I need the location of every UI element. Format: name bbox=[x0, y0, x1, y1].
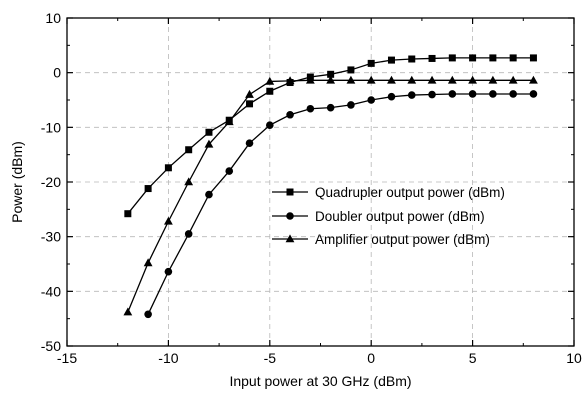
data-point bbox=[448, 90, 457, 98]
data-point bbox=[245, 89, 254, 98]
data-point bbox=[144, 185, 152, 193]
data-point bbox=[387, 75, 396, 84]
data-point bbox=[488, 75, 498, 84]
data-point bbox=[184, 230, 193, 238]
data-point bbox=[143, 258, 153, 267]
legend-entry: Amplifier output power (dBm) bbox=[272, 232, 490, 247]
data-point bbox=[164, 164, 172, 172]
legend-entry: Doubler output power (dBm) bbox=[272, 209, 485, 224]
data-point bbox=[204, 139, 214, 148]
series-circle bbox=[144, 90, 538, 319]
legend-marker bbox=[286, 188, 294, 196]
legend-marker bbox=[285, 234, 295, 243]
data-point bbox=[123, 307, 133, 316]
x-tick-label: 10 bbox=[566, 350, 582, 366]
data-point bbox=[407, 91, 416, 99]
data-point bbox=[509, 90, 517, 98]
data-point bbox=[286, 110, 294, 119]
data-point bbox=[144, 310, 152, 319]
x-tick-label: -10 bbox=[158, 350, 178, 366]
data-point bbox=[508, 75, 518, 84]
data-point bbox=[185, 146, 193, 154]
data-point bbox=[246, 100, 254, 108]
legend: Quadrupler output power (dBm) Doubler out… bbox=[272, 185, 505, 247]
data-point bbox=[366, 75, 376, 84]
data-point bbox=[184, 177, 194, 186]
legend-label: Amplifier output power (dBm) bbox=[315, 232, 490, 247]
data-point bbox=[428, 90, 436, 99]
data-point bbox=[468, 90, 477, 98]
legend-label: Doubler output power (dBm) bbox=[315, 209, 485, 224]
data-point bbox=[529, 75, 538, 84]
data-point bbox=[529, 54, 537, 62]
data-point bbox=[407, 75, 417, 84]
x-tick-label: -15 bbox=[57, 350, 77, 366]
data-point bbox=[347, 101, 355, 109]
data-point bbox=[164, 267, 173, 276]
legend-entry: Quadrupler output power (dBm) bbox=[272, 185, 505, 200]
y-tick-label: 0 bbox=[53, 65, 61, 81]
data-point bbox=[306, 104, 315, 113]
data-point bbox=[387, 92, 396, 101]
data-point bbox=[408, 55, 416, 63]
y-tick-label: -40 bbox=[41, 283, 61, 299]
data-point bbox=[489, 90, 497, 98]
data-point bbox=[225, 167, 234, 175]
data-point bbox=[205, 128, 213, 136]
data-point bbox=[164, 216, 173, 225]
data-point bbox=[326, 75, 336, 84]
data-point bbox=[266, 121, 274, 129]
legend-label: Quadrupler output power (dBm) bbox=[315, 185, 505, 200]
data-point bbox=[347, 66, 355, 74]
data-point bbox=[489, 54, 497, 62]
data-point bbox=[305, 75, 315, 84]
data-point bbox=[205, 190, 213, 199]
data-point bbox=[387, 56, 395, 64]
data-point bbox=[427, 75, 437, 84]
data-point bbox=[469, 54, 477, 62]
y-tick-label: 10 bbox=[45, 10, 61, 26]
data-point bbox=[245, 139, 254, 147]
y-tick-label: -20 bbox=[41, 174, 61, 190]
axis-ticks bbox=[66, 17, 575, 347]
data-point bbox=[428, 54, 436, 62]
series-triangle bbox=[123, 75, 538, 316]
data-point bbox=[509, 54, 517, 62]
data-point bbox=[326, 103, 335, 112]
legend-marker bbox=[286, 212, 294, 220]
x-tick-label: -5 bbox=[264, 350, 277, 366]
data-point bbox=[447, 75, 457, 84]
data-point bbox=[265, 76, 275, 85]
data-point bbox=[448, 54, 456, 62]
data-point bbox=[367, 96, 376, 104]
data-point bbox=[346, 75, 356, 84]
data-point bbox=[468, 75, 477, 84]
y-tick-label: -30 bbox=[41, 229, 61, 245]
series-layer bbox=[123, 54, 538, 319]
y-tick-label: -10 bbox=[41, 119, 61, 135]
grid bbox=[67, 18, 574, 346]
x-tick-label: 0 bbox=[367, 350, 375, 366]
x-tick-label: 5 bbox=[469, 350, 477, 366]
data-point bbox=[224, 117, 234, 126]
data-point bbox=[124, 210, 132, 218]
data-point bbox=[367, 59, 375, 67]
data-point bbox=[529, 90, 538, 98]
y-axis-title: Power (dBm) bbox=[9, 141, 25, 223]
y-tick-label: -50 bbox=[41, 338, 61, 354]
x-axis-title: Input power at 30 GHz (dBm) bbox=[229, 373, 411, 389]
data-point bbox=[327, 70, 335, 78]
data-point bbox=[285, 76, 295, 85]
data-point bbox=[266, 87, 274, 95]
